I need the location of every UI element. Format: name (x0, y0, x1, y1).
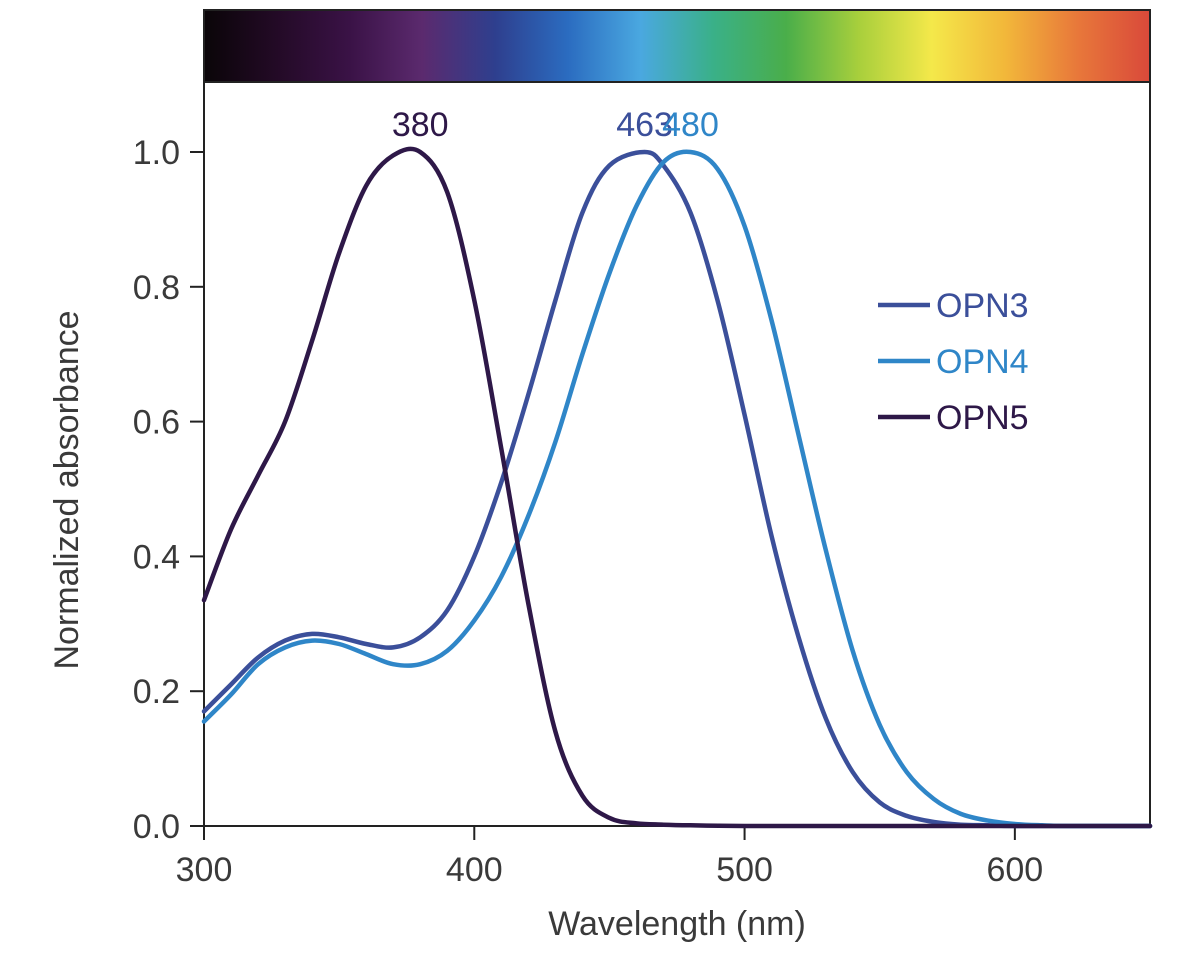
legend-label-opn4: OPN4 (936, 343, 1029, 381)
legend-label-opn5: OPN5 (936, 399, 1029, 437)
y-tick-label: 0.4 (133, 538, 180, 576)
plot-frame (203, 81, 1151, 827)
series-line-opn5 (201, 146, 1153, 829)
axes-group: 300 400 500 600 0.0 0.2 0.4 0.6 0.8 1.0 (133, 81, 1151, 889)
legend-label-opn3: OPN3 (936, 287, 1029, 325)
x-tick-label: 400 (446, 851, 503, 889)
x-tick-label: 600 (986, 851, 1043, 889)
spectrum-bar (203, 9, 1151, 83)
x-tick-label: 300 (176, 851, 233, 889)
spectrum-bar-group (203, 9, 1151, 83)
legend: OPN3 OPN4 OPN5 (878, 287, 1029, 437)
x-tick-label: 500 (716, 851, 773, 889)
y-axis-title: Normalized absorbance (48, 310, 86, 669)
y-tick-label: 0.8 (133, 269, 180, 307)
peak-label-opn4: 480 (662, 106, 719, 144)
y-tick-label: 0.0 (133, 808, 180, 846)
y-tick-label: 0.2 (133, 673, 180, 711)
peak-label-opn5: 380 (392, 106, 449, 144)
series-line-opn4 (201, 149, 1153, 829)
y-tick-label: 0.6 (133, 404, 180, 442)
series-group (201, 146, 1153, 829)
series-line-opn3 (201, 149, 1153, 829)
y-tick-label: 1.0 (133, 134, 180, 172)
x-axis-title: Wavelength (nm) (548, 905, 806, 943)
peak-label-opn3: 463 (616, 106, 673, 144)
